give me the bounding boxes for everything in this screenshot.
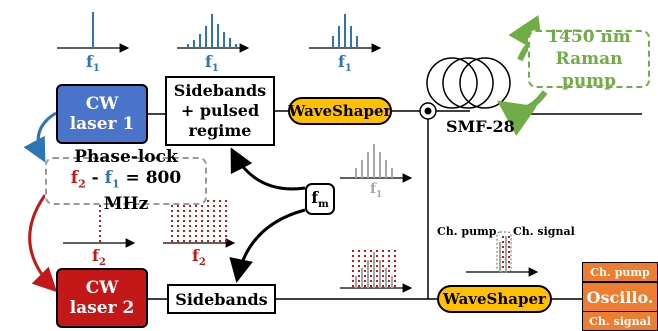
waveshaper-bottom: WaveShaper: [437, 285, 552, 313]
fiber-label: SMF-28: [446, 117, 515, 136]
spectrum-comb-pulsed: [187, 14, 237, 48]
spectrum-label-f1-c: f1: [338, 52, 352, 75]
phase-lock-box: Phase-lock f2 - f1 = 800 MHz: [45, 147, 207, 214]
fm-arrow-to-pulsed: [230, 147, 306, 191]
channel-signal-label: Ch. signal: [513, 225, 575, 238]
raman-arrow-icon: [497, 90, 548, 136]
spectrum-comb-red: [171, 200, 227, 243]
channel-pump-label: Ch. pump: [437, 225, 497, 238]
phase-lock-title: Phase-lock: [74, 146, 178, 167]
oscilloscope-ch-pump: Ch. pump: [582, 262, 658, 282]
fm-arrow-to-sidebands: [229, 208, 306, 283]
sidebands-pulsed-box: Sidebands + pulsed regime: [165, 76, 275, 146]
phase-lock-arrow-blue: [23, 111, 57, 163]
sidebands-box: Sidebands: [167, 284, 276, 314]
cw-laser-2: CW laser 2: [56, 268, 148, 328]
spectrum-label-f1-b: f1: [205, 52, 219, 75]
phase-lock-arrow-red: [28, 194, 58, 293]
spectrum-comb-gray: [355, 144, 393, 178]
waveshaper-top: WaveShaper: [288, 97, 392, 125]
raman-pump-box: 1450 nm Raman pump: [528, 27, 650, 91]
spectrum-comb-shaped: [332, 14, 358, 48]
oscilloscope-main: Oscillo.: [582, 282, 658, 312]
spectrum-channel-select: [496, 231, 512, 273]
fm-modulation-box: fm: [305, 183, 335, 215]
spectrum-label-f2-b: f2: [192, 246, 206, 269]
cw-laser-1: CW laser 1: [56, 84, 148, 144]
spectrum-label-f1-a: f1: [86, 52, 100, 75]
oscilloscope-ch-signal: Ch. signal: [582, 311, 658, 331]
phase-lock-equation: f2 - f1 = 800 MHz: [70, 167, 182, 215]
fiber-spool-icon: [426, 57, 511, 109]
spectrum-label-f2-a: f2: [92, 246, 106, 269]
spectrum-label-f1-gray: f1: [370, 181, 383, 200]
spectrum-comb-overlay: [352, 250, 396, 288]
circulator-icon: [419, 102, 437, 120]
